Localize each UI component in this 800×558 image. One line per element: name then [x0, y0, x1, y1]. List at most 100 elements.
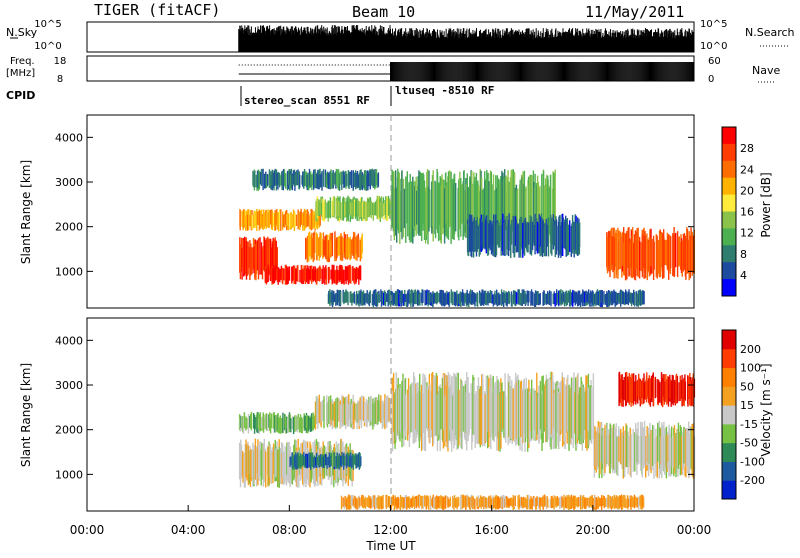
cpid-label: CPID [6, 89, 35, 102]
velocity-colorbar-tick: 15 [740, 399, 754, 412]
velocity-cell-6 [425, 495, 427, 510]
velocity-cell-2 [265, 413, 268, 431]
velocity-cell-0 [317, 449, 319, 487]
xtick-label: 20:00 [576, 523, 611, 537]
velocity-cell-4 [552, 381, 554, 449]
velocity-cell-6 [642, 497, 645, 508]
velocity-cell-7 [672, 375, 674, 406]
velocity-cell-4 [409, 385, 411, 438]
power-cell-9 [601, 290, 603, 308]
power-cell-3 [307, 240, 309, 256]
power-cell-7 [481, 221, 484, 251]
power-cell-6 [417, 176, 419, 234]
velocity-colorbar-frame [721, 329, 737, 500]
nsky-bars [238, 25, 695, 52]
velocity-cell-2 [269, 418, 272, 434]
power-yticks: 4000 3000 2000 1000 [55, 131, 694, 278]
power-cell-7 [544, 222, 546, 257]
velocity-cell-6 [511, 498, 513, 508]
velocity-cell-6 [563, 494, 565, 510]
power-cell-4 [353, 199, 356, 217]
power-cell-7 [546, 224, 549, 247]
velocity-cell-4 [466, 372, 468, 451]
velocity-cell-6 [449, 496, 452, 507]
velocity-cell-2 [253, 414, 256, 434]
power-cell-7 [539, 216, 542, 247]
power-cell-9 [384, 292, 387, 307]
velocity-cell-1 [290, 456, 292, 465]
power-cell-9 [498, 294, 501, 306]
power-cell-5 [352, 170, 354, 190]
power-cell-9 [575, 291, 578, 303]
power-colorbar-tick: 16 [740, 206, 754, 219]
power-cell-1 [330, 269, 332, 280]
power-cell-9 [417, 291, 419, 304]
power-cell-1 [339, 264, 341, 283]
velocity-cell-0 [263, 438, 265, 482]
power-cell-8 [619, 231, 622, 269]
power-cell-6 [552, 171, 554, 223]
velocity-cell-6 [593, 498, 595, 510]
velocity-cell-2 [250, 411, 253, 428]
freq-tick-top: 18 [54, 56, 67, 67]
power-cell-6 [525, 186, 527, 225]
power-cell-3 [346, 234, 349, 260]
velocity-cell-7 [667, 377, 670, 407]
power-cell-4 [364, 202, 367, 221]
power-cell-9 [368, 292, 371, 307]
velocity-cell-0 [331, 450, 333, 485]
power-cell-2 [292, 209, 295, 228]
velocity-cell-3 [364, 402, 366, 423]
velocity-cell-4 [392, 372, 395, 432]
power-cell-3 [327, 240, 329, 263]
xtick-label: 04:00 [171, 523, 206, 537]
velocity-cell-7 [691, 377, 693, 406]
power-cell-1 [304, 265, 307, 284]
velocity-cell-6 [393, 498, 395, 511]
power-cell-9 [359, 291, 361, 304]
power-cell-9 [562, 292, 565, 302]
power-colorbar-tick: 28 [740, 142, 754, 155]
power-cell-3 [336, 237, 338, 259]
velocity-cell-4 [546, 379, 548, 442]
power-cell-9 [569, 289, 571, 307]
power-cell-1 [264, 270, 267, 283]
power-cell-8 [637, 227, 639, 278]
velocity-cell-3 [338, 397, 340, 422]
velocity-cell-3 [348, 404, 350, 427]
power-cell-7 [488, 223, 490, 249]
power-cell-7 [517, 224, 519, 253]
power-cell-2 [290, 211, 292, 230]
velocity-cell-1 [298, 456, 300, 469]
power-cell-5 [372, 170, 375, 188]
velocity-cell-0 [265, 451, 267, 488]
velocity-cell-7 [681, 374, 683, 407]
velocity-cell-5 [675, 433, 677, 478]
velocity-cell-6 [518, 494, 520, 510]
velocity-cell-5 [620, 428, 622, 465]
velocity-cell-5 [636, 434, 638, 463]
velocity-cell-6 [346, 498, 348, 510]
velocity-cell-7 [652, 377, 655, 407]
power-cell-6 [397, 168, 399, 224]
velocity-cell-5 [679, 425, 681, 476]
power-cell-9 [400, 290, 402, 307]
power-cell-1 [319, 267, 322, 279]
power-cell-9 [476, 292, 479, 307]
power-cell-9 [427, 290, 429, 307]
velocity-cell-4 [398, 388, 400, 440]
power-cell-8 [613, 237, 616, 270]
velocity-cell-4 [554, 382, 556, 433]
velocity-cell-0 [270, 450, 272, 484]
velocity-cell-5 [604, 424, 606, 474]
power-cell-9 [598, 290, 601, 303]
velocity-cell-2 [282, 417, 284, 432]
power-cell-7 [507, 224, 509, 250]
velocity-cell-4 [518, 380, 520, 446]
power-cell-7 [536, 221, 539, 254]
velocity-cell-5 [639, 421, 642, 471]
velocity-cell-1 [341, 452, 343, 465]
velocity-cell-4 [440, 388, 442, 430]
velocity-cell-7 [626, 372, 628, 401]
power-cell-6 [401, 170, 403, 240]
